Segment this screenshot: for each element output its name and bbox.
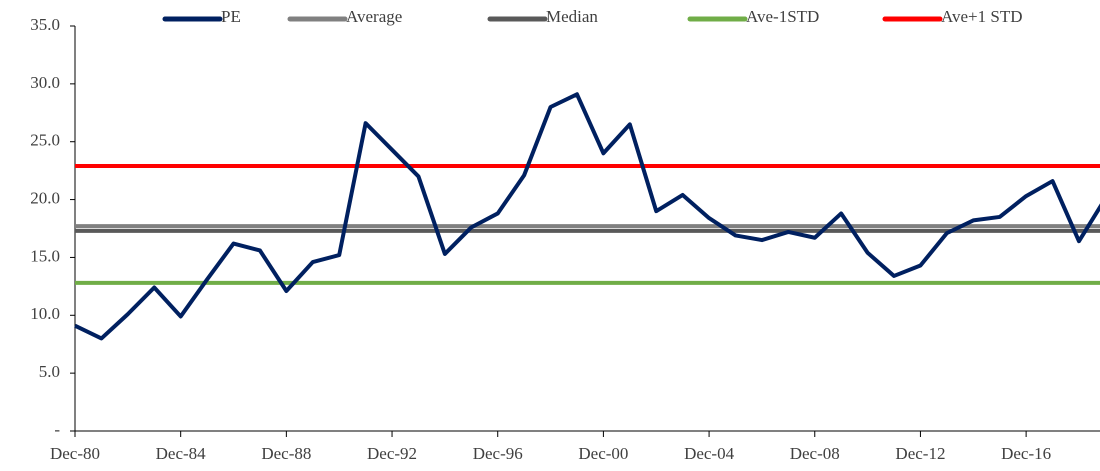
y-tick-label: 25.0 (30, 131, 60, 150)
x-tick-label: Dec-00 (578, 444, 628, 463)
x-tick-label: Dec-96 (473, 444, 523, 463)
x-tick-label: Dec-12 (895, 444, 945, 463)
y-tick-label: 15.0 (30, 246, 60, 265)
x-tick-label: Dec-92 (367, 444, 417, 463)
plot-area (74, 92, 1100, 341)
y-tick-label: 10.0 (30, 304, 60, 323)
series-line (74, 92, 1100, 341)
legend-label: Median (546, 7, 598, 26)
y-tick-label: 5.0 (39, 362, 60, 381)
y-tick-label: 30.0 (30, 73, 60, 92)
legend-label: PE (221, 7, 241, 26)
x-tick-label: Dec-84 (156, 444, 207, 463)
x-tick-label: Dec-88 (261, 444, 311, 463)
x-tick-label: Dec-08 (790, 444, 840, 463)
x-tick-label: Dec-80 (50, 444, 100, 463)
y-tick-label: 20.0 (30, 188, 60, 207)
legend-label: Ave-1STD (746, 7, 819, 26)
legend-label: Ave+1 STD (941, 7, 1023, 26)
x-tick-label: Dec-04 (684, 444, 735, 463)
y-tick-label: - (54, 420, 60, 439)
x-tick-label: Dec-16 (1001, 444, 1051, 463)
legend-label: Average (346, 7, 402, 26)
y-tick-label: 35.0 (30, 15, 60, 34)
